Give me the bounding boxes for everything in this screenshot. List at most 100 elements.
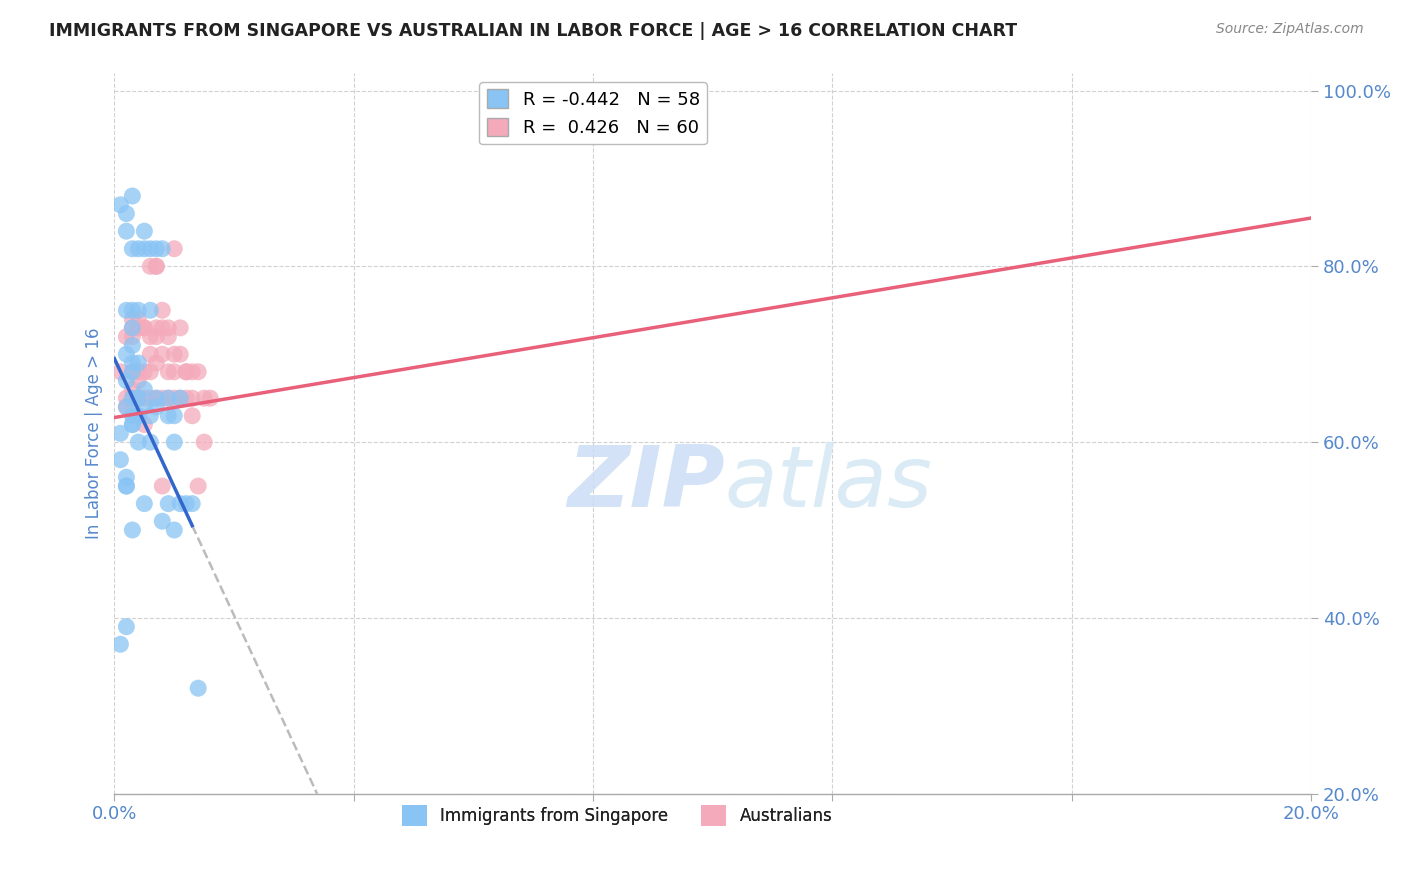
- Point: [145, 242, 167, 256]
- Point: [187, 681, 209, 696]
- Point: [121, 365, 143, 379]
- Point: [110, 198, 132, 212]
- Point: [198, 391, 221, 405]
- Point: [139, 409, 162, 423]
- Point: [145, 400, 167, 414]
- Point: [193, 435, 215, 450]
- Point: [121, 312, 143, 326]
- Point: [115, 479, 138, 493]
- Point: [134, 417, 156, 432]
- Point: [110, 452, 132, 467]
- Point: [145, 391, 167, 405]
- Point: [115, 479, 138, 493]
- Point: [110, 637, 132, 651]
- Point: [181, 365, 204, 379]
- Point: [115, 400, 138, 414]
- Point: [163, 523, 186, 537]
- Point: [174, 365, 197, 379]
- Point: [127, 303, 149, 318]
- Point: [139, 435, 162, 450]
- Point: [110, 365, 132, 379]
- Point: [181, 497, 204, 511]
- Point: [145, 321, 167, 335]
- Point: [121, 338, 143, 352]
- Point: [181, 409, 204, 423]
- Point: [150, 303, 173, 318]
- Point: [121, 321, 143, 335]
- Point: [157, 329, 180, 343]
- Point: [115, 206, 138, 220]
- Point: [139, 242, 162, 256]
- Point: [115, 303, 138, 318]
- Point: [187, 479, 209, 493]
- Point: [121, 321, 143, 335]
- Point: [127, 321, 149, 335]
- Point: [127, 409, 149, 423]
- Point: [134, 383, 156, 397]
- Point: [121, 365, 143, 379]
- Point: [150, 321, 173, 335]
- Point: [139, 260, 162, 274]
- Point: [127, 365, 149, 379]
- Point: [163, 409, 186, 423]
- Point: [163, 347, 186, 361]
- Point: [169, 497, 191, 511]
- Point: [145, 356, 167, 370]
- Point: [163, 365, 186, 379]
- Point: [139, 303, 162, 318]
- Point: [169, 391, 191, 405]
- Point: [134, 400, 156, 414]
- Point: [115, 329, 138, 343]
- Point: [121, 417, 143, 432]
- Point: [163, 435, 186, 450]
- Point: [134, 321, 156, 335]
- Point: [115, 620, 138, 634]
- Y-axis label: In Labor Force | Age > 16: In Labor Force | Age > 16: [86, 327, 103, 539]
- Point: [134, 242, 156, 256]
- Point: [145, 329, 167, 343]
- Point: [127, 391, 149, 405]
- Point: [139, 347, 162, 361]
- Text: atlas: atlas: [724, 442, 932, 525]
- Point: [121, 329, 143, 343]
- Point: [174, 365, 197, 379]
- Point: [150, 347, 173, 361]
- Point: [134, 391, 156, 405]
- Point: [134, 224, 156, 238]
- Point: [150, 514, 173, 528]
- Point: [115, 374, 138, 388]
- Point: [134, 365, 156, 379]
- Point: [163, 242, 186, 256]
- Point: [157, 365, 180, 379]
- Point: [127, 374, 149, 388]
- Legend: Immigrants from Singapore, Australians: Immigrants from Singapore, Australians: [395, 798, 839, 832]
- Point: [174, 391, 197, 405]
- Point: [150, 242, 173, 256]
- Point: [115, 470, 138, 484]
- Point: [127, 391, 149, 405]
- Point: [150, 479, 173, 493]
- Point: [174, 497, 197, 511]
- Point: [193, 391, 215, 405]
- Point: [145, 260, 167, 274]
- Point: [115, 400, 138, 414]
- Point: [139, 365, 162, 379]
- Point: [115, 347, 138, 361]
- Point: [163, 391, 186, 405]
- Point: [127, 356, 149, 370]
- Text: IMMIGRANTS FROM SINGAPORE VS AUSTRALIAN IN LABOR FORCE | AGE > 16 CORRELATION CH: IMMIGRANTS FROM SINGAPORE VS AUSTRALIAN …: [49, 22, 1018, 40]
- Point: [134, 321, 156, 335]
- Point: [169, 347, 191, 361]
- Point: [187, 365, 209, 379]
- Point: [127, 242, 149, 256]
- Point: [115, 391, 138, 405]
- Point: [127, 391, 149, 405]
- Point: [121, 365, 143, 379]
- Point: [121, 356, 143, 370]
- Point: [169, 391, 191, 405]
- Point: [121, 383, 143, 397]
- Point: [134, 497, 156, 511]
- Point: [115, 224, 138, 238]
- Point: [150, 391, 173, 405]
- Point: [110, 426, 132, 441]
